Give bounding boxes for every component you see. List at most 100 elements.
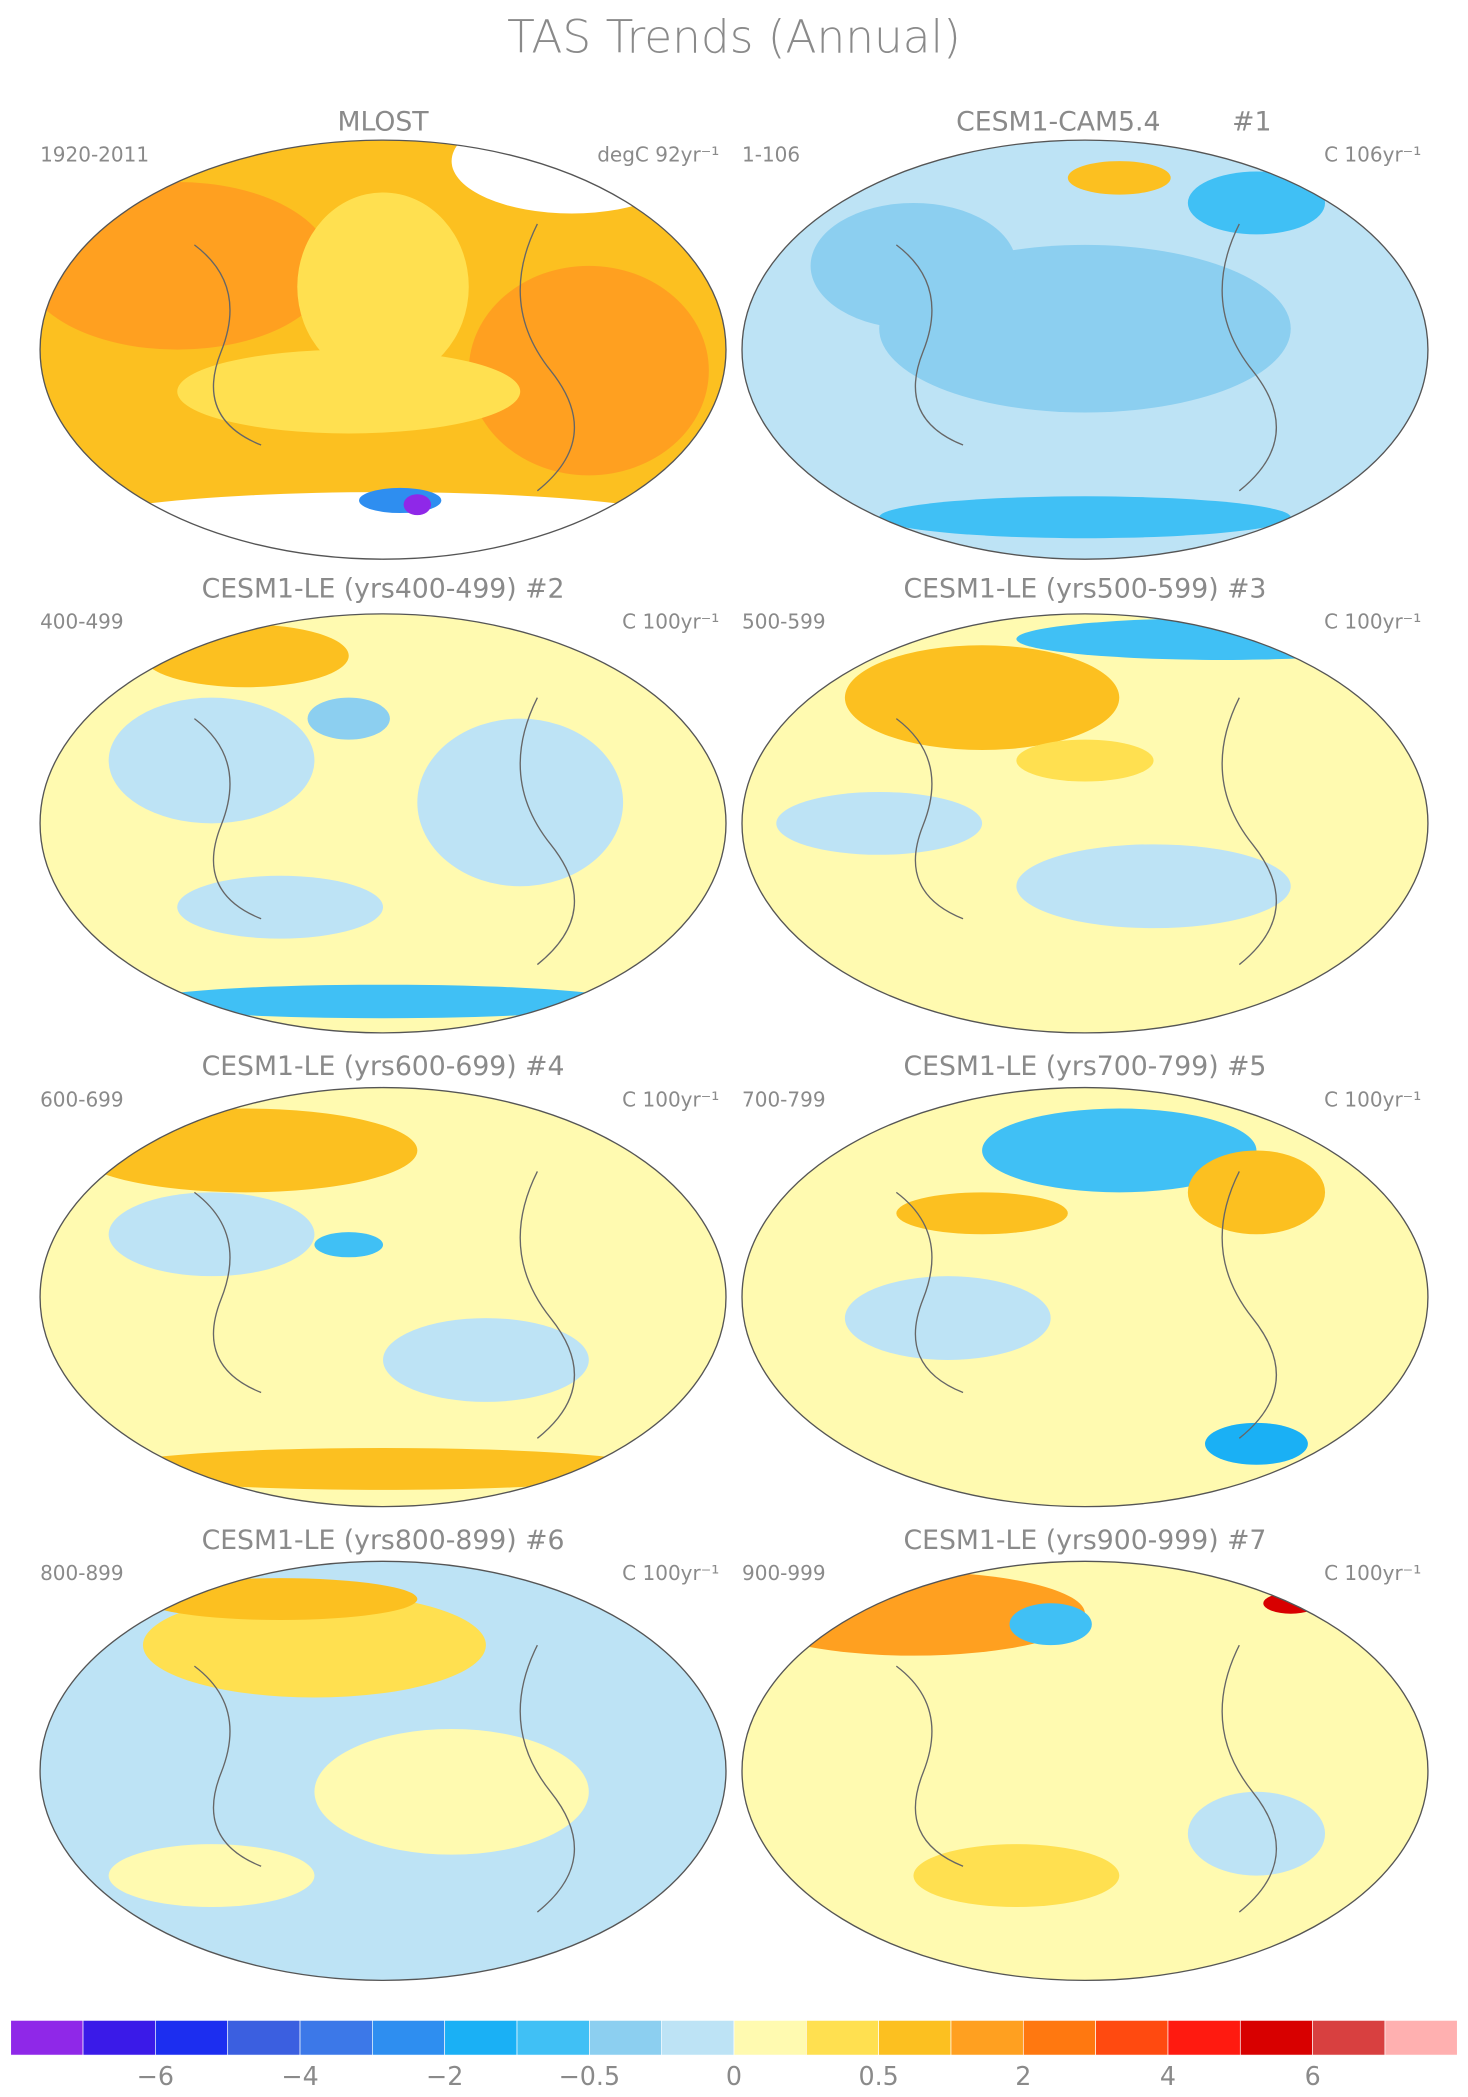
map-anomaly: [314, 1728, 589, 1855]
colorbar-box: [1312, 2020, 1386, 2056]
panel-period: 700-799: [742, 1087, 826, 1111]
map: [742, 1087, 1428, 1507]
colorbar-box: [155, 2020, 229, 2056]
panel-units: C 100yr⁻¹: [622, 610, 719, 634]
map-anomaly: [1205, 1422, 1308, 1465]
map: [40, 613, 726, 1033]
colorbar-box: [516, 2020, 590, 2056]
colorbar-box: [1239, 2020, 1313, 2056]
panel-title: CESM1-LE (yrs900-999) #7: [904, 1525, 1267, 1556]
colorbar-label: 6: [1305, 2061, 1321, 2091]
map-anomaly: [108, 697, 315, 824]
map-anomaly: [142, 984, 624, 1019]
coastline: [895, 223, 1278, 492]
map-anomaly: [1016, 739, 1154, 782]
colorbar-box: [444, 2020, 518, 2056]
map-anomaly: [982, 1108, 1257, 1193]
colorbar-box: [1095, 2020, 1169, 2056]
coastline: [895, 697, 1278, 966]
colorbar-box: [1022, 2020, 1096, 2056]
colorbar-box: [82, 2020, 156, 2056]
map: [40, 140, 726, 560]
panel-title: CESM1-CAM5.4: [956, 106, 1160, 137]
panel-title: CESM1-LE (yrs700-799) #5: [904, 1051, 1267, 1082]
coastline: [194, 223, 576, 492]
map-anomaly: [810, 202, 1017, 329]
colorbar-label: 0.5: [859, 2061, 899, 2091]
map-anomaly: [896, 1192, 1068, 1235]
colorbar-box: [1384, 2020, 1458, 2056]
map-anomaly: [468, 265, 709, 476]
map-anomaly: [142, 1592, 486, 1698]
map-outline: [39, 1086, 727, 1508]
map-outline: [741, 613, 1429, 1034]
map-anomaly: [776, 791, 983, 855]
map-anomaly: [844, 1276, 1051, 1360]
panel-period: 900-999: [742, 1561, 826, 1585]
panel-title: CESM1-LE (yrs400-499) #2: [202, 573, 565, 604]
map-anomaly: [417, 718, 624, 887]
map-outline: [741, 1560, 1429, 1982]
map-anomaly: [913, 1844, 1120, 1908]
panel-units: C 100yr⁻¹: [1324, 1561, 1421, 1585]
map-anomaly: [108, 1447, 658, 1490]
map-anomaly: [1187, 171, 1326, 235]
map-anomaly: [177, 875, 384, 939]
colorbar-box: [299, 2020, 373, 2056]
colorbar-box: [227, 2020, 301, 2056]
coastline: [194, 1644, 576, 1913]
panel-period: 1920-2011: [40, 143, 149, 167]
map-anomaly: [1067, 161, 1171, 195]
panel-period: 1-106: [742, 143, 800, 167]
map-anomaly: [307, 697, 390, 740]
coastline: [895, 1644, 1278, 1913]
map-anomaly: [177, 349, 521, 434]
map-outline: [39, 613, 727, 1034]
map-anomaly: [793, 1582, 863, 1604]
colorbar-label: −0.5: [559, 2061, 621, 2091]
map: [742, 613, 1428, 1033]
panel-units: C 106yr⁻¹: [1324, 143, 1421, 167]
map-anomaly: [142, 1578, 418, 1621]
panel-units: C 100yr⁻¹: [1324, 1087, 1421, 1111]
panel-units: C 100yr⁻¹: [622, 1561, 719, 1585]
colorbar-box: [10, 2020, 84, 2056]
map-field: [40, 613, 726, 1033]
map: [742, 1561, 1428, 1981]
colorbar-label: 0: [726, 2061, 742, 2091]
colorbar-label: −6: [137, 2061, 174, 2091]
colorbar-box: [805, 2020, 879, 2056]
map: [742, 140, 1428, 560]
coastline: [194, 1171, 576, 1439]
map-anomaly: [74, 1108, 418, 1193]
map-anomaly: [879, 496, 1291, 539]
map-outline: [741, 139, 1429, 560]
map-anomaly: [1009, 1603, 1092, 1646]
colorbar-label: 4: [1160, 2061, 1176, 2091]
map-anomaly: [844, 645, 1120, 751]
panel-period: 500-599: [742, 610, 826, 634]
colorbar-label: 2: [1015, 2061, 1031, 2091]
panel-period: 600-699: [40, 1087, 124, 1111]
colorbar-box: [372, 2020, 446, 2056]
map-outline: [39, 1560, 727, 1982]
map: [40, 1561, 726, 1981]
panel-period: 800-899: [40, 1561, 124, 1585]
colorbar-box: [589, 2020, 663, 2056]
coastline: [194, 697, 576, 966]
map-anomaly: [108, 1844, 315, 1908]
map-anomaly: [297, 192, 469, 382]
panel-units: C 100yr⁻¹: [622, 1087, 719, 1111]
colorbar-box: [878, 2020, 952, 2056]
panel-units: C 100yr⁻¹: [1324, 610, 1421, 634]
map-anomaly: [1187, 1150, 1326, 1235]
panel-title: MLOST: [337, 106, 429, 137]
figure-title: TAS Trends (Annual): [507, 11, 961, 64]
colorbar-label: −2: [426, 2061, 463, 2091]
map-anomaly: [383, 1318, 589, 1402]
panel-title: CESM1-LE (yrs800-899) #6: [202, 1525, 565, 1556]
map-anomaly: [314, 1232, 384, 1258]
map-anomaly: [1187, 1791, 1326, 1876]
panel-units: degC 92yr⁻¹: [597, 143, 719, 167]
